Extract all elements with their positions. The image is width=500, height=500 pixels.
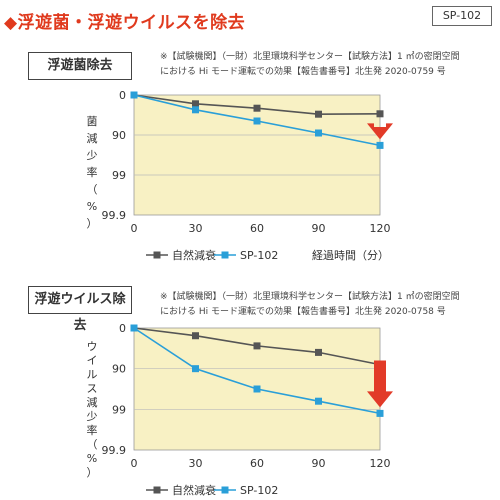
- x-tick-label: 90: [312, 222, 326, 235]
- data-point: [253, 117, 261, 125]
- y-tick-label: 90: [112, 363, 126, 376]
- model-label: SP-102: [432, 6, 492, 26]
- y-tick-label: 99.9: [102, 444, 127, 457]
- y-axis-label-char: ウ: [87, 340, 98, 353]
- y-axis-label-char: ）: [87, 217, 98, 230]
- reduction-arrow: [367, 360, 393, 408]
- data-point: [376, 110, 384, 118]
- data-point: [253, 385, 261, 393]
- panel-title-virus: 浮遊ウイルス除去: [28, 286, 132, 333]
- data-point: [253, 104, 261, 112]
- y-tick-label: 99: [112, 169, 126, 182]
- data-point: [130, 91, 138, 99]
- reduction-arrow: [367, 123, 393, 140]
- y-axis-label-char: 率: [87, 423, 98, 437]
- x-tick-label: 0: [131, 457, 138, 470]
- plot-area: [133, 94, 381, 216]
- data-point: [315, 129, 322, 137]
- legend-label: SP-102: [240, 249, 278, 262]
- legend-marker: [153, 251, 161, 259]
- y-axis-label-char: ）: [87, 466, 98, 479]
- y-axis-label-char: （: [87, 438, 98, 451]
- note-line: ※【試験機関】（一財）北里環境科学センター【試験方法】1 ㎥の密閉空間: [160, 292, 460, 302]
- test-note-virus: ※【試験機関】（一財）北里環境科学センター【試験方法】1 ㎥の密閉空間 における…: [160, 290, 460, 320]
- data-point: [192, 106, 199, 114]
- y-tick-label: 0: [119, 89, 126, 102]
- data-point: [253, 342, 261, 350]
- y-axis-label-char: %: [87, 452, 97, 465]
- x-tick-label: 120: [370, 222, 391, 235]
- y-axis-label-char: 率: [87, 165, 98, 179]
- test-note-bacteria: ※【試験機関】（一財）北里環境科学センター【試験方法】1 ㎥の密閉空間 における…: [160, 50, 460, 80]
- y-axis-label-char: 減: [87, 131, 98, 145]
- y-tick-label: 99.9: [102, 209, 127, 222]
- note-line: における Hi モード運転での効果【報告書番号】北生発 2020-0759 号: [160, 67, 446, 77]
- data-point: [376, 141, 384, 149]
- note-line: における Hi モード運転での効果【報告書番号】北生発 2020-0758 号: [160, 307, 446, 317]
- x-tick-label: 30: [189, 457, 203, 470]
- legend-label: 自然減衰: [172, 483, 216, 497]
- legend-marker: [153, 486, 161, 494]
- y-axis-label-char: （: [87, 183, 98, 196]
- y-axis-label-char: 少: [87, 149, 98, 162]
- data-point: [315, 348, 322, 356]
- data-point: [315, 397, 322, 405]
- legend-marker: [221, 486, 229, 494]
- data-point: [130, 324, 138, 332]
- data-point: [376, 409, 384, 417]
- y-tick-label: 0: [119, 322, 126, 335]
- note-line: ※【試験機関】（一財）北里環境科学センター【試験方法】1 ㎥の密閉空間: [160, 52, 460, 62]
- data-point: [192, 365, 199, 373]
- y-axis-label-char: ル: [87, 368, 98, 381]
- data-point: [315, 110, 322, 118]
- y-axis-label-char: ス: [87, 382, 98, 395]
- x-tick-label: 0: [131, 222, 138, 235]
- data-point: [192, 100, 199, 108]
- legend-label: SP-102: [240, 484, 278, 497]
- x-tick-label: 30: [189, 222, 203, 235]
- data-point: [192, 332, 199, 340]
- page-heading: ◆浮遊菌・浮遊ウイルスを除去: [4, 13, 246, 33]
- x-tick-label: 60: [250, 457, 264, 470]
- y-axis-label-char: 少: [87, 410, 98, 423]
- x-tick-label: 120: [370, 457, 391, 470]
- x-tick-label: 90: [312, 457, 326, 470]
- x-axis-label: 経過時間（分）: [312, 249, 389, 262]
- y-axis-label-char: 減: [87, 395, 98, 409]
- y-axis-label-char: 菌: [87, 115, 98, 128]
- legend-marker: [221, 251, 229, 259]
- panel-title-bacteria: 浮遊菌除去: [28, 52, 132, 80]
- y-axis-label-char: %: [87, 200, 97, 213]
- y-axis-label-char: イ: [87, 354, 98, 367]
- legend-label: 自然減衰: [172, 248, 216, 262]
- x-tick-label: 60: [250, 222, 264, 235]
- y-tick-label: 90: [112, 129, 126, 142]
- y-tick-label: 99: [112, 403, 126, 416]
